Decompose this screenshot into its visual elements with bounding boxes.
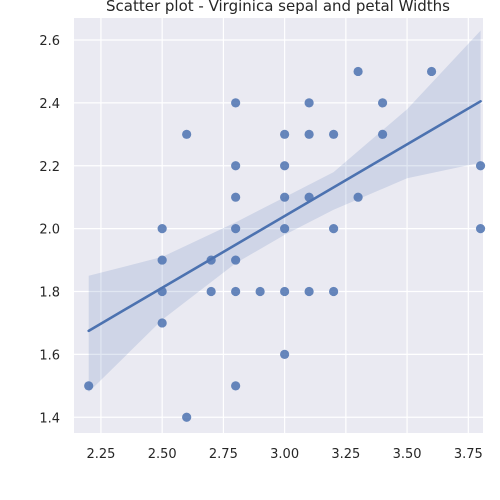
data-point <box>206 286 216 297</box>
data-point <box>280 129 290 139</box>
data-point <box>280 192 290 202</box>
x-tick-label: 2.50 <box>148 447 177 462</box>
data-point <box>304 192 314 202</box>
data-point <box>231 255 241 265</box>
y-tick-label: 1.8 <box>39 286 60 301</box>
data-point <box>255 286 265 297</box>
regression-line-group <box>87 100 482 333</box>
y-tick-label: 2.6 <box>39 34 60 49</box>
data-point <box>280 224 290 234</box>
y-tick-label: 2.2 <box>39 160 60 175</box>
data-point <box>231 161 241 171</box>
y-tick-label: 2.0 <box>39 223 60 238</box>
data-point <box>304 286 314 297</box>
data-point <box>329 224 339 234</box>
data-point <box>426 66 437 77</box>
plot-area <box>74 18 483 433</box>
x-tick-label: 2.75 <box>209 447 238 462</box>
data-point <box>377 129 388 139</box>
confidence-band-area <box>88 30 481 393</box>
y-tick-label: 2.4 <box>39 97 60 112</box>
data-point <box>231 381 241 391</box>
data-point <box>475 161 486 171</box>
data-point <box>377 98 388 108</box>
data-point <box>231 98 241 108</box>
data-point <box>475 224 486 234</box>
regression-line <box>87 100 482 333</box>
data-points <box>84 66 486 422</box>
data-point <box>353 192 363 202</box>
x-tick-label: 2.25 <box>86 447 115 462</box>
x-axis-tick-labels: 2.25 2.50 2.75 3.00 3.25 3.50 3.75 <box>86 447 482 462</box>
data-point <box>280 349 290 360</box>
data-point <box>231 192 241 202</box>
data-point <box>280 286 290 297</box>
data-point <box>231 224 241 234</box>
data-point <box>157 224 167 234</box>
x-tick-label: 3.50 <box>393 447 422 462</box>
y-axis-tick-labels: 1.4 1.6 1.8 2.0 2.2 2.4 2.6 <box>39 34 60 426</box>
x-tick-label: 3.00 <box>270 447 299 462</box>
data-point <box>157 286 167 297</box>
x-tick-label: 3.25 <box>331 447 360 462</box>
data-point <box>304 98 314 108</box>
data-point <box>157 318 167 328</box>
data-point <box>206 255 216 265</box>
y-tick-label: 1.6 <box>39 348 60 363</box>
gridlines <box>74 18 483 433</box>
data-point <box>280 161 290 171</box>
data-point <box>329 129 339 139</box>
data-point <box>182 129 192 139</box>
chart-title: Scatter plot - Virginica sepal and petal… <box>106 0 450 15</box>
data-point <box>157 255 167 265</box>
data-point <box>329 286 339 297</box>
data-point <box>84 381 94 391</box>
x-tick-label: 3.75 <box>454 447 483 462</box>
data-point <box>304 129 314 139</box>
confidence-band <box>88 30 481 393</box>
data-point <box>353 66 363 77</box>
data-point <box>182 412 192 422</box>
data-point <box>231 286 241 297</box>
y-tick-label: 1.4 <box>39 411 60 426</box>
